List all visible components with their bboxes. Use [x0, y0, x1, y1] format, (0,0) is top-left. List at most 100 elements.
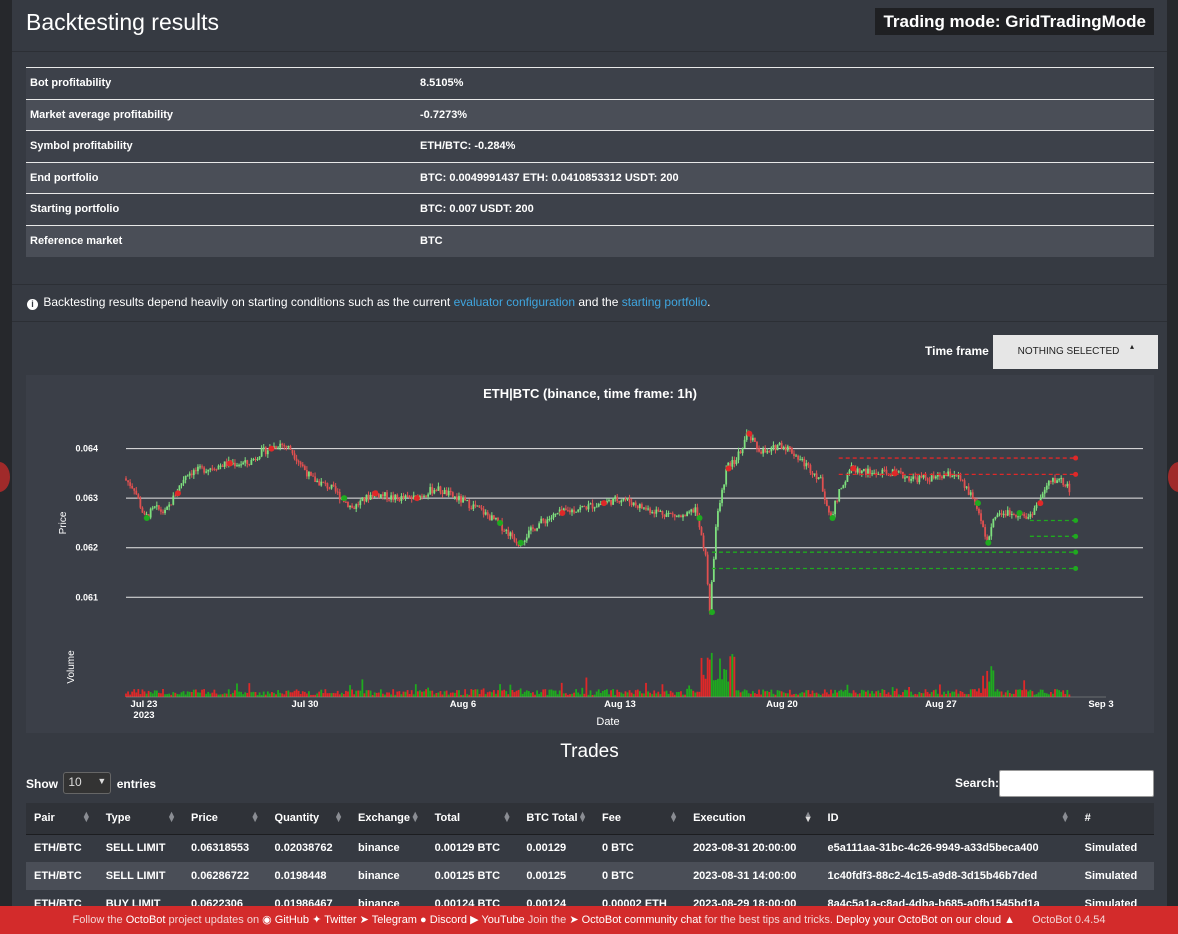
candle-body	[480, 507, 483, 510]
volume-bar	[887, 692, 890, 697]
candle-body	[682, 515, 684, 518]
github-link[interactable]: ◉ GitHub	[262, 914, 309, 926]
volume-bar	[519, 688, 522, 697]
side-tab-right[interactable]	[1168, 462, 1178, 492]
volume-bar	[464, 689, 467, 697]
entries-select[interactable]: 10 ▼	[63, 772, 112, 794]
candle-body	[735, 460, 738, 464]
volume-bar	[184, 694, 187, 697]
volume-bar	[704, 678, 707, 697]
volume-bar	[684, 694, 686, 697]
volume-bar	[369, 690, 372, 697]
column-header[interactable]: Pair ▲ ▼	[26, 803, 98, 835]
candle-body	[665, 513, 668, 517]
volume-bar	[532, 692, 534, 697]
candle-body	[725, 468, 728, 485]
column-header[interactable]: Quantity ▲ ▼	[266, 803, 351, 835]
candle-body	[741, 448, 744, 454]
candle-body	[379, 494, 382, 498]
candle-body	[394, 494, 397, 500]
side-tab-left[interactable]	[0, 462, 10, 492]
volume-bar	[505, 691, 508, 697]
candle-body	[612, 498, 615, 505]
volume-bar	[606, 689, 608, 697]
candle-body	[638, 504, 641, 509]
price-chart-svg[interactable]: ETH|BTC (binance, time frame: 1h) 0.064 0.…	[26, 375, 1154, 733]
youtube-icon: ▶	[470, 914, 479, 926]
volume-bar	[628, 690, 631, 697]
volume-bar	[965, 694, 968, 697]
column-header[interactable]: Fee ▲ ▼	[594, 803, 686, 835]
volume-bar	[560, 682, 563, 697]
column-header[interactable]: Execution ▲ ▼	[685, 803, 820, 835]
volume-bar	[879, 692, 882, 697]
candle-body	[451, 492, 454, 497]
table-cell: 2023-08-31 20:00:00	[693, 842, 797, 855]
candle-body	[608, 499, 610, 501]
candle-body	[431, 487, 434, 494]
candle-body	[240, 464, 242, 466]
candle-body	[250, 459, 253, 465]
column-header[interactable]: Price ▲ ▼	[183, 803, 267, 835]
candle-body	[544, 520, 547, 524]
twitter-link[interactable]: ✦ Twitter	[312, 914, 356, 926]
candle-body	[493, 515, 495, 520]
octobot-link[interactable]: OctoBot	[125, 914, 166, 926]
volume-bar	[793, 694, 795, 697]
buy-trade-marker	[1016, 510, 1023, 517]
candle-body	[1010, 514, 1013, 516]
timeframe-select[interactable]: NOTHING SELECTED ▴	[993, 335, 1158, 369]
candle-body	[264, 447, 267, 455]
community-chat-link[interactable]: ➤ OctoBot community chat	[569, 914, 701, 926]
candle-body	[443, 489, 446, 495]
candle-body	[400, 496, 403, 501]
price-chart[interactable]: ETH|BTC (binance, time frame: 1h) 0.064 0.…	[26, 375, 1154, 733]
volume-bar	[151, 693, 154, 697]
volume-bar	[891, 687, 894, 697]
candle-body	[293, 453, 296, 459]
candle-body	[242, 462, 245, 465]
volume-bar	[431, 690, 434, 697]
volume-bar	[784, 693, 787, 697]
candle-body	[573, 509, 575, 513]
candle-body	[1058, 479, 1061, 481]
sell-trade-marker	[725, 465, 732, 472]
candle-body	[410, 497, 413, 499]
candle-body	[429, 487, 432, 495]
candle-body	[285, 446, 288, 448]
volume-bar	[392, 689, 395, 697]
sort-icon: ▲ ▼	[167, 809, 177, 824]
column-header[interactable]: ID ▲ ▼	[819, 803, 1077, 835]
starting-portfolio-link[interactable]: starting portfolio	[621, 295, 708, 309]
table-cell: 0.00129	[526, 842, 567, 855]
youtube-link[interactable]: ▶ YouTube	[470, 914, 525, 926]
candle-body	[194, 470, 197, 472]
column-header[interactable]: Total ▲ ▼	[426, 803, 519, 835]
table-cell: 0.02038762	[274, 842, 333, 855]
volume-bar	[854, 692, 857, 697]
column-header[interactable]: Type ▲ ▼	[97, 803, 184, 835]
candle-body	[836, 500, 839, 502]
evaluator-configuration-link[interactable]: evaluator configuration	[453, 295, 576, 309]
candle-body	[675, 515, 678, 517]
candle-body	[511, 532, 514, 538]
volume-bar	[675, 692, 678, 697]
volume-bar	[640, 693, 643, 697]
volume-bar	[760, 694, 762, 697]
volume-bar	[388, 692, 390, 697]
column-header[interactable]: Exchange ▲ ▼	[350, 803, 427, 835]
column-header[interactable]: #	[1076, 803, 1154, 835]
volume-bar	[906, 690, 908, 697]
telegram-link[interactable]: ➤ Telegram	[360, 914, 417, 926]
cloud-link[interactable]: Deploy your OctoBot on our cloud ▲	[836, 914, 1015, 926]
telegram-icon: ➤	[569, 914, 579, 926]
candle-body	[312, 475, 314, 477]
column-header[interactable]: BTC Total ▲ ▼	[518, 803, 594, 835]
discord-link[interactable]: ● Discord	[420, 914, 467, 926]
candle-body	[774, 445, 777, 451]
candle-body	[180, 483, 183, 486]
volume-bar	[581, 687, 584, 697]
candle-body	[599, 503, 602, 505]
search-input[interactable]	[999, 770, 1154, 797]
volume-bar	[865, 691, 867, 697]
